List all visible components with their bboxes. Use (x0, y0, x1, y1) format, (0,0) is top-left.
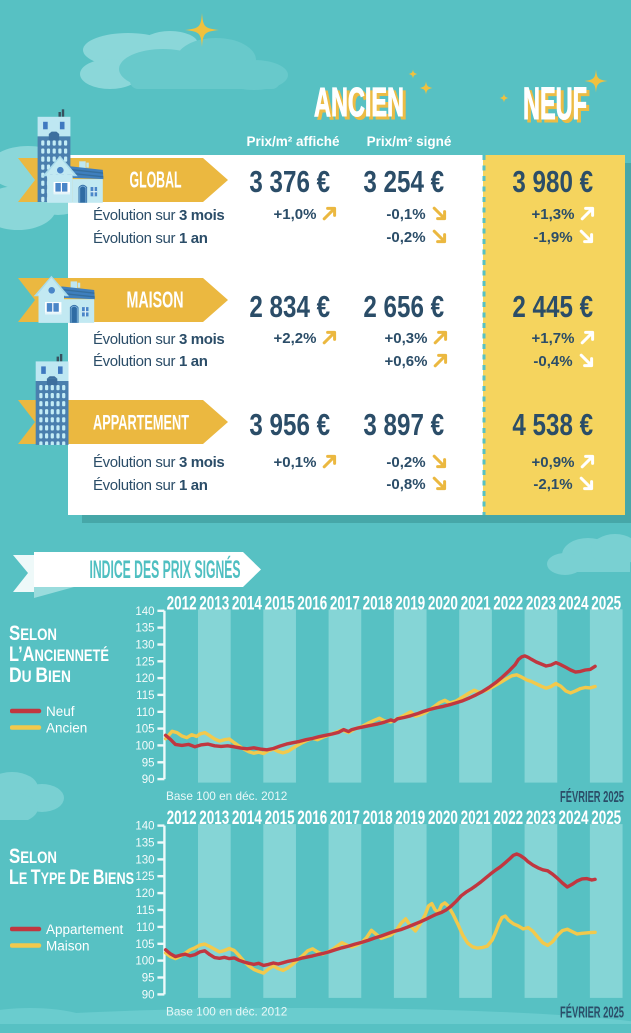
svg-text:Ancien: Ancien (46, 721, 87, 736)
svg-text:2018: 2018 (363, 592, 393, 614)
svg-text:2020: 2020 (428, 592, 458, 614)
svg-text:125: 125 (135, 871, 154, 883)
svg-text:2012: 2012 (167, 807, 197, 829)
svg-text:FÉVRIER 2025: FÉVRIER 2025 (560, 1002, 624, 1021)
svg-text:95: 95 (142, 973, 155, 985)
svg-text:Maison: Maison (46, 939, 90, 954)
svg-text:90: 90 (142, 774, 155, 786)
svg-text:2024: 2024 (559, 807, 589, 829)
svg-text:Neuf: Neuf (46, 704, 75, 719)
svg-text:2016: 2016 (297, 807, 327, 829)
svg-text:FÉVRIER 2025: FÉVRIER 2025 (560, 787, 624, 806)
svg-text:2012: 2012 (167, 592, 197, 614)
svg-text:Base 100 en déc. 2012: Base 100 en déc. 2012 (166, 789, 287, 803)
svg-text:2021: 2021 (461, 592, 491, 614)
svg-text:DU BIEN: DU BIEN (9, 664, 71, 687)
svg-text:2017: 2017 (330, 592, 360, 614)
svg-text:2015: 2015 (265, 592, 295, 614)
svg-text:100: 100 (135, 740, 154, 752)
svg-text:2019: 2019 (395, 592, 425, 614)
svg-text:125: 125 (135, 656, 154, 668)
svg-text:135: 135 (135, 623, 154, 635)
svg-text:105: 105 (135, 724, 154, 736)
svg-text:L’ANCIENNETÉ: L’ANCIENNETÉ (9, 643, 109, 666)
svg-text:2022: 2022 (493, 592, 523, 614)
svg-text:2020: 2020 (428, 807, 458, 829)
svg-text:SELON: SELON (9, 622, 57, 645)
svg-text:120: 120 (135, 888, 154, 900)
svg-text:INDICE DES PRIX SIGNÉS: INDICE DES PRIX SIGNÉS (90, 555, 241, 584)
svg-text:Base 100 en déc. 2012: Base 100 en déc. 2012 (166, 1004, 287, 1018)
svg-text:130: 130 (135, 854, 154, 866)
svg-text:2025: 2025 (591, 807, 621, 829)
svg-text:2013: 2013 (199, 592, 229, 614)
svg-text:2017: 2017 (330, 807, 360, 829)
svg-text:Appartement: Appartement (46, 922, 124, 937)
svg-text:2019: 2019 (395, 807, 425, 829)
svg-text:2015: 2015 (265, 807, 295, 829)
svg-text:2018: 2018 (363, 807, 393, 829)
svg-text:2023: 2023 (526, 807, 556, 829)
svg-text:2023: 2023 (526, 592, 556, 614)
svg-text:LE TYPE DE BIENS: LE TYPE DE BIENS (9, 866, 134, 889)
svg-text:95: 95 (142, 757, 155, 769)
svg-text:SELON: SELON (9, 845, 57, 868)
svg-text:105: 105 (135, 939, 154, 951)
svg-text:APPARTEMENT: APPARTEMENT (93, 410, 189, 434)
svg-text:130: 130 (135, 640, 154, 652)
svg-text:MAISON: MAISON (127, 286, 184, 312)
svg-text:2022: 2022 (493, 807, 523, 829)
svg-text:NEUF: NEUF (526, 81, 590, 129)
svg-text:ANCIEN: ANCIEN (317, 82, 407, 126)
svg-text:140: 140 (135, 606, 154, 618)
svg-text:2014: 2014 (232, 807, 262, 829)
svg-text:110: 110 (136, 922, 154, 934)
svg-text:100: 100 (135, 956, 154, 968)
svg-text:115: 115 (136, 690, 154, 702)
svg-text:2024: 2024 (559, 592, 589, 614)
svg-text:2014: 2014 (232, 592, 262, 614)
svg-text:115: 115 (136, 905, 154, 917)
svg-text:2016: 2016 (297, 592, 327, 614)
svg-text:140: 140 (135, 821, 154, 833)
svg-text:135: 135 (135, 838, 154, 850)
svg-text:ANCIEN: ANCIEN (314, 79, 404, 125)
svg-text:2013: 2013 (199, 807, 229, 829)
svg-text:120: 120 (135, 673, 154, 685)
svg-text:2025: 2025 (591, 592, 621, 614)
svg-text:110: 110 (136, 707, 154, 719)
svg-text:NEUF: NEUF (523, 78, 587, 129)
svg-text:90: 90 (142, 989, 155, 1001)
svg-text:2021: 2021 (461, 807, 491, 829)
svg-text:GLOBAL: GLOBAL (130, 166, 182, 192)
